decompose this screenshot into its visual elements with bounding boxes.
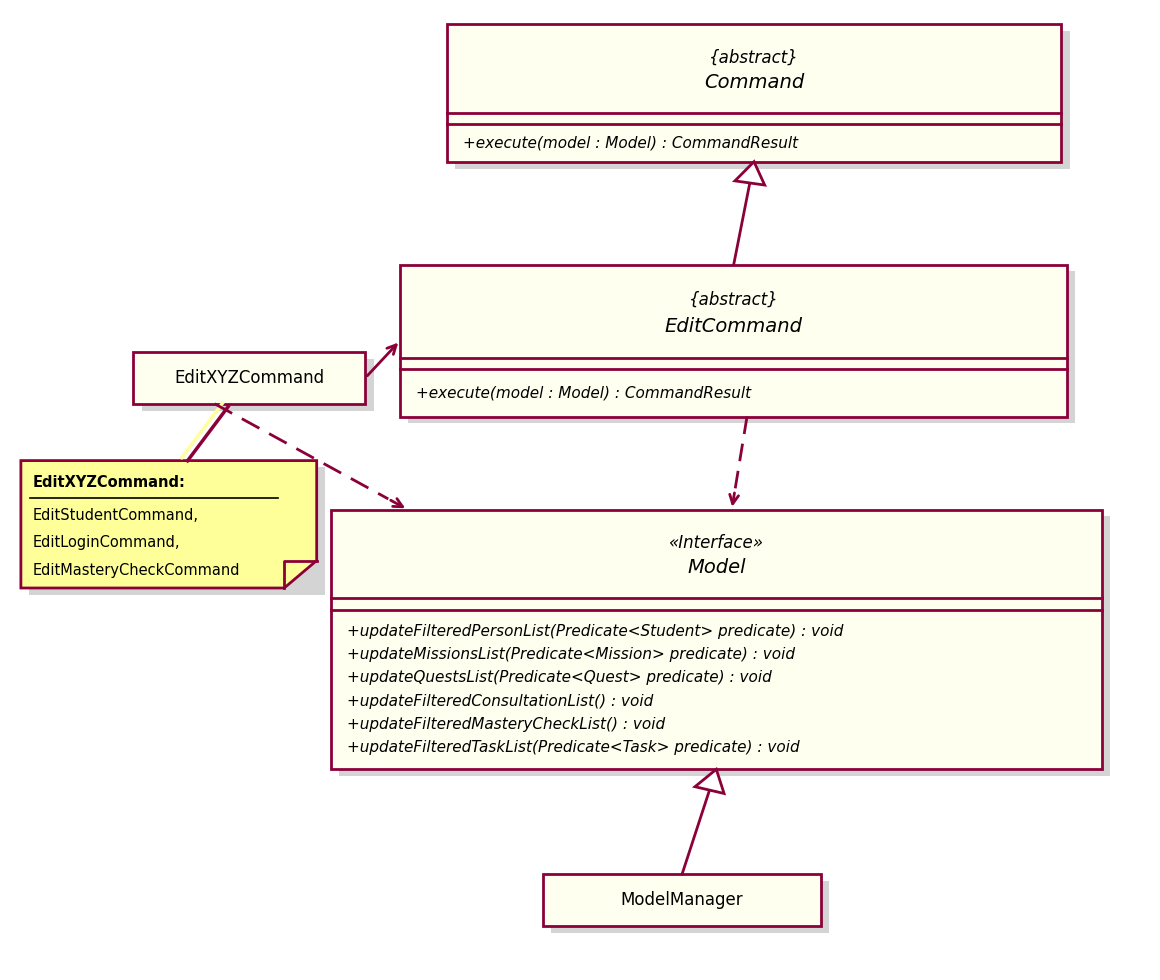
- Text: «Interface»: «Interface»: [669, 534, 763, 552]
- Text: {abstract}: {abstract}: [689, 291, 778, 309]
- Text: EditStudentCommand,: EditStudentCommand,: [32, 508, 198, 523]
- Bar: [400, 265, 1067, 416]
- Text: EditMasteryCheckCommand: EditMasteryCheckCommand: [32, 563, 240, 578]
- Bar: [339, 516, 1110, 776]
- Bar: [551, 881, 829, 933]
- Bar: [447, 24, 1061, 162]
- Text: +updateQuestsList(Predicate<Quest> predicate) : void: +updateQuestsList(Predicate<Quest> predi…: [347, 670, 771, 685]
- Bar: [455, 31, 1070, 169]
- Bar: [142, 359, 374, 411]
- Bar: [133, 352, 365, 404]
- Text: +updateFilteredConsultationList() : void: +updateFilteredConsultationList() : void: [347, 694, 653, 709]
- Text: ModelManager: ModelManager: [621, 891, 744, 909]
- Text: +updateFilteredMasteryCheckList() : void: +updateFilteredMasteryCheckList() : void: [347, 717, 665, 732]
- Text: +updateMissionsList(Predicate<Mission> predicate) : void: +updateMissionsList(Predicate<Mission> p…: [347, 647, 795, 662]
- Text: +updateFilteredTaskList(Predicate<Task> predicate) : void: +updateFilteredTaskList(Predicate<Task> …: [347, 740, 799, 756]
- Text: EditXYZCommand: EditXYZCommand: [174, 368, 325, 387]
- Text: EditLoginCommand,: EditLoginCommand,: [32, 535, 180, 551]
- Bar: [543, 874, 821, 926]
- Polygon shape: [735, 162, 764, 185]
- Text: Model: Model: [687, 559, 746, 577]
- Polygon shape: [21, 461, 317, 588]
- Bar: [408, 271, 1075, 423]
- Bar: [29, 467, 325, 595]
- Text: +execute(model : Model) : CommandResult: +execute(model : Model) : CommandResult: [416, 385, 752, 401]
- Polygon shape: [695, 769, 724, 794]
- Text: Command: Command: [704, 74, 804, 92]
- Text: EditCommand: EditCommand: [665, 317, 803, 335]
- Text: +execute(model : Model) : CommandResult: +execute(model : Model) : CommandResult: [463, 135, 798, 151]
- Text: +updateFilteredPersonList(Predicate<Student> predicate) : void: +updateFilteredPersonList(Predicate<Stud…: [347, 623, 843, 639]
- Text: {abstract}: {abstract}: [709, 49, 799, 67]
- Text: EditXYZCommand:: EditXYZCommand:: [32, 474, 186, 490]
- Bar: [331, 510, 1102, 769]
